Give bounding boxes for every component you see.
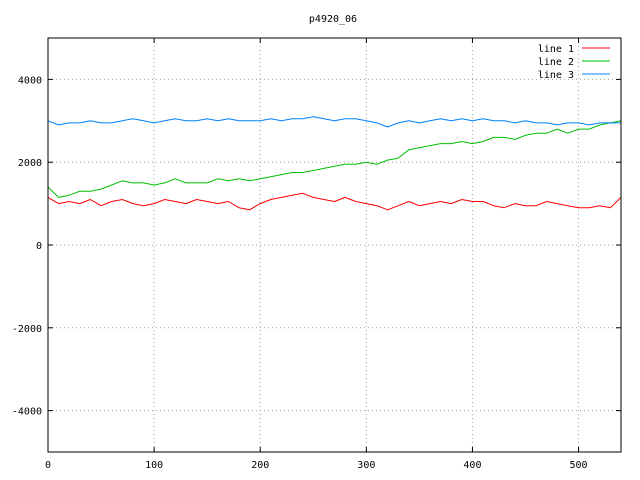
x-tick-label: 100 (145, 460, 163, 471)
legend: line 1 line 2 line 3 (538, 44, 610, 81)
series-lines (47, 116, 622, 211)
series-line-1 (47, 192, 622, 211)
x-tick-label: 200 (251, 460, 269, 471)
x-tick-label: 300 (357, 460, 375, 471)
legend-label: line 1 (538, 44, 574, 55)
x-tick-label: 0 (45, 460, 51, 471)
x-tick-label: 400 (463, 460, 481, 471)
y-tick-label: 2000 (18, 158, 42, 169)
series-line-3 (47, 116, 621, 128)
y-tick-label: -2000 (12, 324, 42, 335)
plot-frame (47, 37, 622, 453)
x-tick-label: 500 (570, 460, 588, 471)
legend-label: line 3 (538, 70, 574, 81)
y-tick-label: 4000 (18, 75, 42, 86)
chart-title: p4920_06 (309, 14, 357, 25)
axis-ticks: 0 100 200 300 400 500 -4000 -2000 0 2000 4000 (12, 38, 621, 471)
y-tick-label: 0 (36, 241, 42, 252)
grid-lines (47, 38, 621, 452)
legend-label: line 2 (538, 57, 574, 68)
series-line-2 (47, 120, 622, 198)
y-tick-label: -4000 (12, 407, 42, 418)
